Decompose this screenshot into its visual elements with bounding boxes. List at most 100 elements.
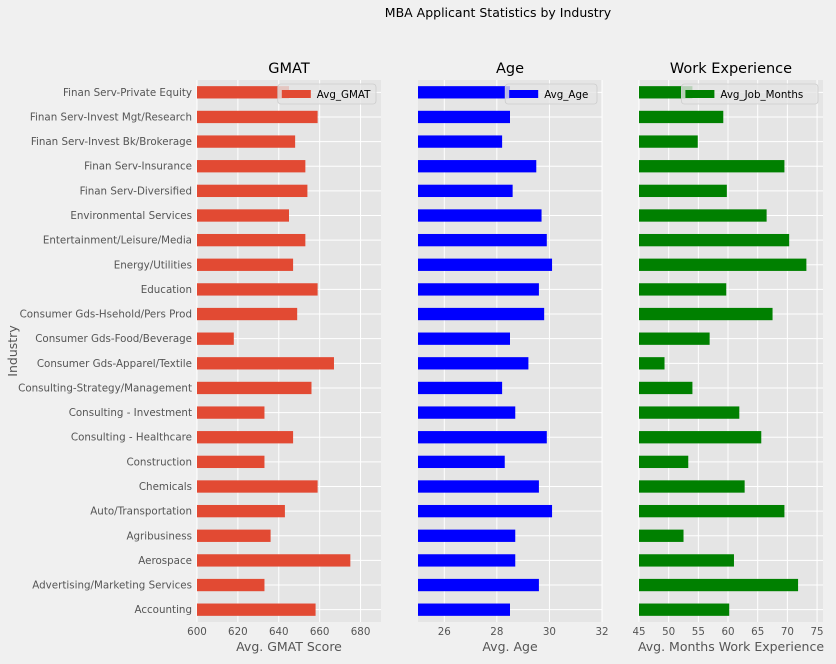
legend-swatch [281,90,311,98]
bar [639,554,734,567]
x-axis-label: Avg. Months Work Experience [638,639,824,654]
bar [418,504,553,518]
panel-title: Age [496,61,524,77]
bar [418,603,510,616]
bar [418,283,539,296]
bar [197,578,265,592]
y-tick-label: Consulting - Investment [69,407,192,419]
legend-swatch [685,90,715,98]
bar [197,480,318,493]
y-tick-label: Chemicals [139,481,192,493]
y-tick-label: Energy/Utilities [114,259,192,271]
y-tick-label: Auto/Transportation [90,506,192,518]
bar [197,406,265,419]
x-tick-label: 50 [662,626,675,638]
bar [197,357,334,370]
bar [197,431,294,444]
bar [639,406,740,419]
bar [418,233,547,247]
bar [197,603,316,616]
bar [418,307,545,321]
panel-title: GMAT [268,61,310,77]
x-tick-label: 45 [632,626,645,638]
bar [639,455,689,469]
bar [418,135,503,148]
bar [639,209,767,222]
bar [418,554,516,567]
x-tick-label: 600 [187,626,207,638]
bar [418,406,516,419]
bar [418,209,542,222]
y-tick-label: Education [141,284,192,296]
bar [639,504,785,518]
bar [639,480,745,493]
y-tick-label: Consumer Gds-Hsehold/Pers Prod [20,309,192,321]
bar [197,110,318,124]
bar [639,283,727,296]
bar [418,480,539,493]
bar [197,160,306,173]
bar [418,381,503,395]
y-tick-label: Finan Serv-Insurance [84,161,192,173]
legend-box [681,83,819,105]
x-tick-label: 32 [595,626,608,638]
x-tick-label: 30 [543,626,556,638]
panel-work-experience: 45 50 55 60 65 70 75 Work Experience Avg. Months… [632,61,824,654]
x-tick-label: 640 [269,626,289,638]
bar [197,529,271,542]
bar [639,307,773,321]
panel-gmat: 600 620 640 660 680 GMAT Avg. GMAT Score Avg_GM… [187,61,381,654]
x-axis-label: Avg. Age [482,639,538,654]
bar [197,283,318,296]
y-tick-label: Consumer Gds-Apparel/Textile [37,358,192,370]
bar [639,135,698,148]
x-tick-label: 65 [751,626,764,638]
y-tick-label: Agribusiness [126,530,192,542]
bar [639,233,790,247]
x-tick-label: 28 [490,626,503,638]
y-tick-label: Consulting - Healthcare [71,432,192,444]
bar [197,135,296,148]
x-tick-label: 75 [811,626,824,638]
figure-title: MBA Applicant Statistics by Industry [384,5,612,20]
bar [418,86,510,99]
bar [197,307,298,321]
x-axis-label: Avg. GMAT Score [236,639,342,654]
panel-title: Work Experience [670,61,792,77]
y-tick-label: Consulting-Strategy/Management [18,382,192,394]
bar [418,258,553,271]
bar [197,504,285,518]
y-tick-label: Finan Serv-Invest Bk/Brokerage [31,136,192,148]
legend-swatch [509,90,539,98]
bar [197,381,312,395]
bar [197,233,306,247]
bar [639,332,710,345]
y-tick-label: Finan Serv-Invest Mgt/Research [30,111,192,123]
legend-label: Avg_Job_Months [720,89,803,101]
x-tick-label: 660 [310,626,330,638]
y-tick-label: Entertainment/Leisure/Media [43,235,192,247]
legend-box [504,83,598,105]
x-tick-label: 620 [228,626,248,638]
y-tick-label: Construction [126,456,192,468]
bar [639,160,785,173]
bar [639,86,693,99]
bar [639,578,799,592]
bar [639,431,762,444]
legend-label: Avg_Age [544,89,588,101]
y-axis-label: Industry [5,325,20,377]
x-tick-label: 55 [692,626,705,638]
x-tick-label: 60 [721,626,734,638]
bar [639,603,730,616]
bar [418,357,529,370]
y-tick-label: Finan Serv-Private Equity [63,87,192,99]
y-tick-label: Consumer Gds-Food/Beverage [35,333,192,345]
bar [418,184,513,198]
bar [197,184,308,198]
bar [639,357,665,370]
y-tick-label: Advertising/Marketing Services [32,580,192,592]
bar [197,86,289,99]
legend-box [277,83,377,105]
bar [418,578,539,592]
